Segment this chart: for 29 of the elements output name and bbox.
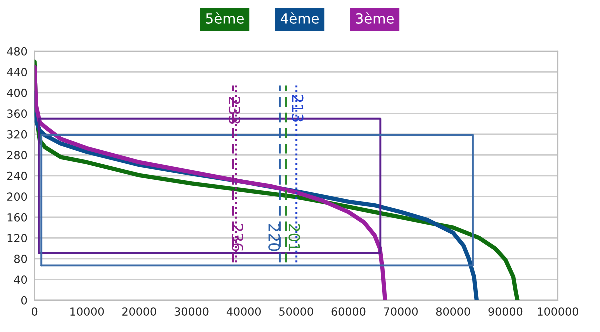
y-tick-label: 480 [7,47,28,56]
y-tick-label: 200 [7,192,28,202]
x-tick-label: 80000 [436,308,470,316]
x-tick-label: 100000 [538,308,578,316]
y-tick-label: 280 [7,151,28,160]
x-tick-label: 60000 [332,308,366,316]
x-tick-label: 70000 [384,308,418,316]
x-tick-label: 30000 [174,308,209,316]
y-tick-label: 320 [7,130,28,139]
y-tick-label: 80 [14,254,28,264]
text: 3ème [356,12,394,24]
y-tick-label: 360 [7,110,28,118]
text: 4ème [280,12,319,24]
y-tick-label: 400 [7,88,28,98]
y-tick-label: 40 [14,276,28,284]
x-tick-label: 0 [32,308,38,316]
y-tick-label: 440 [7,68,28,77]
text: 5ème [206,12,244,24]
y-tick-label: 240 [7,172,28,180]
x-tick-label: 40000 [226,308,262,316]
y-tick-label: 160 [8,213,28,222]
annotation: 213 [292,95,304,122]
y-tick-label: 0 [22,296,28,305]
x-tick-label: 90000 [488,308,523,316]
x-tick-label: 50000 [280,308,314,316]
annotation: 201 [288,224,300,251]
x-tick-label: 20000 [122,308,156,316]
y-tick-label: 120 [8,234,28,243]
x-tick-label: 10000 [70,308,104,316]
